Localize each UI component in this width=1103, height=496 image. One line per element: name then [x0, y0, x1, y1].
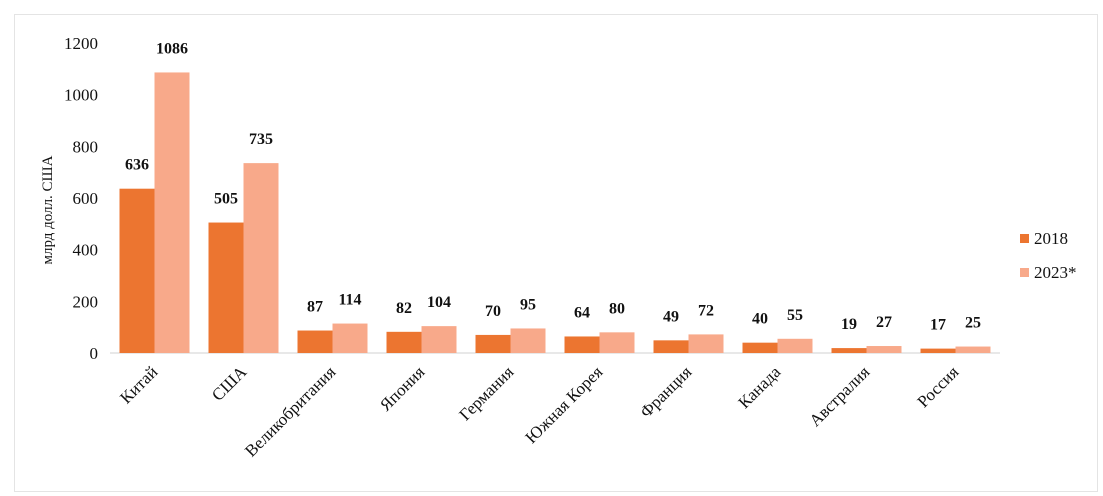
- y-tick-label: 800: [73, 137, 99, 156]
- data-label: 114: [338, 292, 361, 309]
- y-axis-ticks: 0 200 400 600 800 1000 1200: [64, 34, 98, 363]
- data-label: 17: [930, 317, 946, 334]
- bar-2023-1: [243, 163, 279, 353]
- bar-2018-3: [386, 331, 422, 353]
- legend-swatch: [1020, 234, 1029, 243]
- category-label: Канада: [734, 362, 784, 412]
- data-label: 95: [520, 296, 536, 313]
- data-label: 27: [876, 314, 892, 331]
- data-label: 104: [427, 294, 451, 311]
- data-label: 49: [663, 308, 679, 325]
- bar-2023-7: [777, 338, 813, 353]
- bar-2018-5: [564, 336, 600, 353]
- bar-2023-8: [866, 346, 902, 353]
- chart-frame: [14, 14, 1098, 492]
- data-labels: 636 1086 505 735 87 114 82 104 70 95 64 80 49 72 40 55 1…: [125, 40, 981, 333]
- y-tick-label: 1200: [64, 34, 98, 53]
- data-label: 735: [249, 131, 273, 148]
- bar-2023-4: [510, 328, 546, 353]
- bar-2018-7: [742, 342, 778, 353]
- bar-2023-6: [688, 334, 724, 353]
- bar-2018-9: [920, 348, 956, 353]
- bar-2018-4: [475, 334, 511, 353]
- category-label: Германия: [455, 362, 517, 424]
- data-label: 87: [307, 299, 323, 316]
- bar-2018-2: [297, 330, 333, 353]
- data-label: 25: [965, 315, 981, 332]
- legend: 2018 2023*: [1020, 229, 1077, 282]
- data-label: 40: [752, 311, 768, 328]
- category-label: Япония: [376, 362, 428, 414]
- data-label: 64: [574, 304, 590, 321]
- bar-2018-6: [653, 340, 689, 353]
- bar-2018-0: [119, 188, 155, 353]
- data-label: 70: [485, 303, 501, 320]
- y-tick-label: 1000: [64, 86, 98, 105]
- data-label: 55: [787, 307, 803, 324]
- data-label: 82: [396, 300, 412, 317]
- data-label: 19: [841, 316, 857, 333]
- legend-label: 2023*: [1034, 263, 1077, 282]
- y-tick-label: 400: [73, 241, 99, 260]
- legend-swatch: [1020, 268, 1029, 277]
- y-axis-label: млрд долл. США: [40, 155, 56, 264]
- category-label: Франция: [636, 362, 695, 421]
- bar-2023-5: [599, 332, 635, 353]
- legend-label: 2018: [1034, 229, 1068, 248]
- category-label: Южная Корея: [521, 362, 606, 447]
- category-label: США: [208, 362, 251, 405]
- y-tick-label: 0: [90, 344, 99, 363]
- data-label: 505: [214, 191, 238, 208]
- y-tick-label: 200: [73, 292, 99, 311]
- bar-2023-2: [332, 323, 368, 353]
- bar-2023-0: [154, 72, 190, 353]
- bar-2023-3: [421, 326, 457, 353]
- category-label: Австралия: [805, 362, 873, 430]
- data-label: 636: [125, 157, 149, 174]
- bar-2018-8: [831, 348, 867, 353]
- bar-2018-1: [208, 222, 244, 353]
- data-label: 72: [698, 302, 714, 319]
- data-label: 80: [609, 300, 625, 317]
- category-label: Россия: [914, 362, 963, 411]
- data-label: 1086: [156, 40, 188, 57]
- category-label: Великобритания: [241, 362, 339, 460]
- bars: [119, 72, 991, 353]
- category-label: Китай: [116, 362, 161, 407]
- bar-2023-9: [955, 346, 991, 353]
- y-tick-label: 600: [73, 189, 99, 208]
